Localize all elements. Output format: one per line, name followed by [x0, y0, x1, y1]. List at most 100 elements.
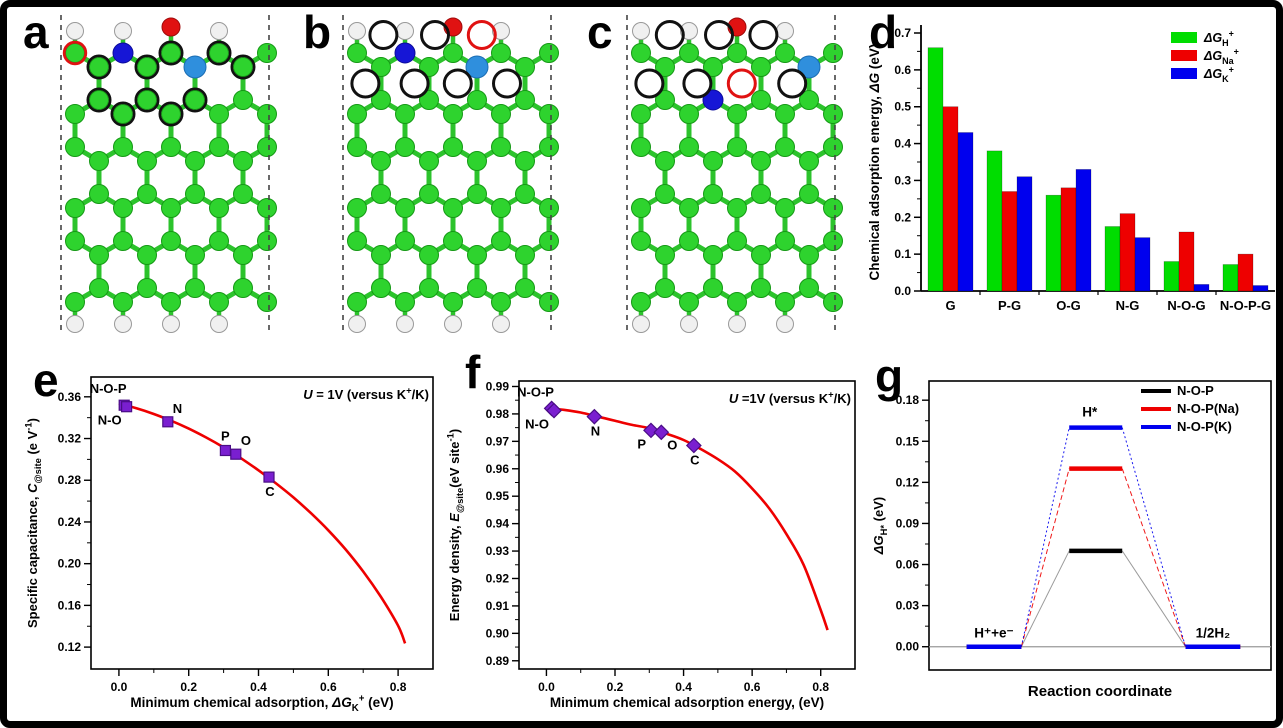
atom-carbon	[491, 104, 511, 124]
point-label: O	[667, 437, 677, 452]
atom-carbon	[775, 198, 795, 218]
atom-carbon	[515, 90, 535, 110]
bar	[1178, 231, 1195, 292]
atom-carbon	[679, 198, 699, 218]
adsorption-site-circle	[682, 68, 713, 99]
bar	[942, 106, 959, 292]
panel-label-e: e	[33, 354, 59, 406]
panel-label-c: c	[587, 6, 613, 58]
svg-text:0.2: 0.2	[607, 680, 624, 694]
bar	[1222, 264, 1239, 292]
y-axis-label: ΔGH* (eV)	[871, 497, 889, 555]
point-label: N-O	[98, 413, 122, 428]
legend-label: N-O-P(Na)	[1177, 401, 1239, 416]
svg-text:0.8: 0.8	[812, 680, 829, 694]
atom-carbon	[775, 43, 795, 63]
atom-carbon	[371, 278, 391, 298]
bar	[1119, 213, 1136, 292]
lattice	[62, 17, 277, 333]
atom-carbon	[823, 137, 843, 157]
atom-carbon	[655, 245, 675, 265]
atom-carbon	[539, 137, 559, 157]
atom-carbon	[703, 245, 723, 265]
atom-hydrogen	[66, 315, 84, 333]
bar	[1016, 176, 1033, 292]
atom-carbon	[209, 231, 229, 251]
atom-hydrogen	[348, 315, 366, 333]
atom-carbon	[419, 90, 439, 110]
atom-carbon	[443, 104, 463, 124]
atom-carbon	[515, 151, 535, 171]
atom-carbon	[727, 137, 747, 157]
point-label: N	[173, 401, 182, 416]
atom-carbon	[395, 231, 415, 251]
bar	[1001, 191, 1018, 292]
atom-carbon	[89, 184, 109, 204]
atom-carbon	[751, 57, 771, 77]
y-axis-label: Specific capacitance, C@site (e V-1)	[23, 418, 43, 628]
svg-text:0.6: 0.6	[320, 680, 337, 694]
atom-carbon	[751, 245, 771, 265]
marker-square	[120, 401, 133, 413]
atom-carbon	[655, 90, 675, 110]
y-axis-label: Chemical adsorption energy, ΔG (eV)	[867, 44, 882, 281]
adsorption-site-circle	[726, 68, 757, 99]
svg-text:0.2: 0.2	[894, 210, 911, 224]
category-label: P-G	[998, 298, 1021, 313]
adsorption-site-circle	[704, 20, 734, 50]
atom-carbon	[679, 292, 699, 312]
adsorption-site-circle	[466, 20, 497, 50]
atom-carbon	[703, 278, 723, 298]
atom-carbon	[89, 278, 109, 298]
svg-text:0.97: 0.97	[486, 434, 510, 448]
bar	[1134, 237, 1151, 292]
atom-hydrogen	[632, 315, 650, 333]
annotation: U = 1V (versus K+/K)	[303, 385, 429, 403]
atom-carbon	[161, 292, 181, 312]
svg-text:0.36: 0.36	[58, 390, 82, 404]
atom-carbon	[655, 184, 675, 204]
state-label-final: 1/2H₂	[1196, 626, 1231, 641]
atom-carbon	[799, 278, 819, 298]
atom-hydrogen	[114, 22, 132, 40]
atom-hydrogen	[66, 22, 84, 40]
svg-text:0.09: 0.09	[896, 516, 920, 530]
panel-label-g: g	[875, 350, 904, 402]
atom-carbon	[209, 43, 229, 63]
category-label: N-O-G	[1167, 298, 1205, 313]
atom-carbon	[419, 57, 439, 77]
atom-hydrogen	[492, 315, 510, 333]
svg-text:0.03: 0.03	[896, 599, 920, 613]
atom-hydrogen	[396, 22, 414, 40]
atom-carbon	[185, 151, 205, 171]
atom-carbon	[823, 104, 843, 124]
state-label-transition: H*	[1082, 405, 1098, 420]
atom-carbon	[751, 151, 771, 171]
atom-hydrogen	[210, 22, 228, 40]
atom-carbon	[137, 184, 157, 204]
svg-text:0.4: 0.4	[250, 680, 267, 694]
bar	[1045, 194, 1062, 292]
point-label: P	[637, 436, 646, 451]
lattice	[631, 17, 843, 333]
legend: N-O-P N-O-P(Na) N-O-P(K)	[1141, 383, 1239, 434]
category-label: N-G	[1116, 298, 1140, 313]
atom-carbon	[65, 137, 85, 157]
atom-carbon	[751, 90, 771, 110]
atom-carbon	[799, 245, 819, 265]
atom-hydrogen	[632, 22, 650, 40]
atom-hydrogen	[162, 315, 180, 333]
reaction-coordinate-diagram: 0.00 0.03 0.06 0.09 0.12 0.15 0.18 ΔGH* (eV) Rea…	[871, 380, 1272, 700]
atom-carbon	[539, 231, 559, 251]
highlight-ring	[158, 101, 184, 127]
adsorption-site-circle	[399, 68, 430, 99]
atom-carbon	[823, 231, 843, 251]
highlight-ring	[86, 54, 112, 80]
atom-carbon	[443, 137, 463, 157]
scatter-chart-energy-density: 0.89 0.90 0.91 0.92 0.93 0.94 0.95 0.96 0.97 0.98…	[445, 379, 856, 710]
atom-carbon	[395, 292, 415, 312]
atom-carbon	[703, 184, 723, 204]
highlight-ring	[110, 101, 136, 127]
axes: 0.00 0.03 0.06 0.09 0.12 0.15 0.18	[896, 380, 1272, 671]
